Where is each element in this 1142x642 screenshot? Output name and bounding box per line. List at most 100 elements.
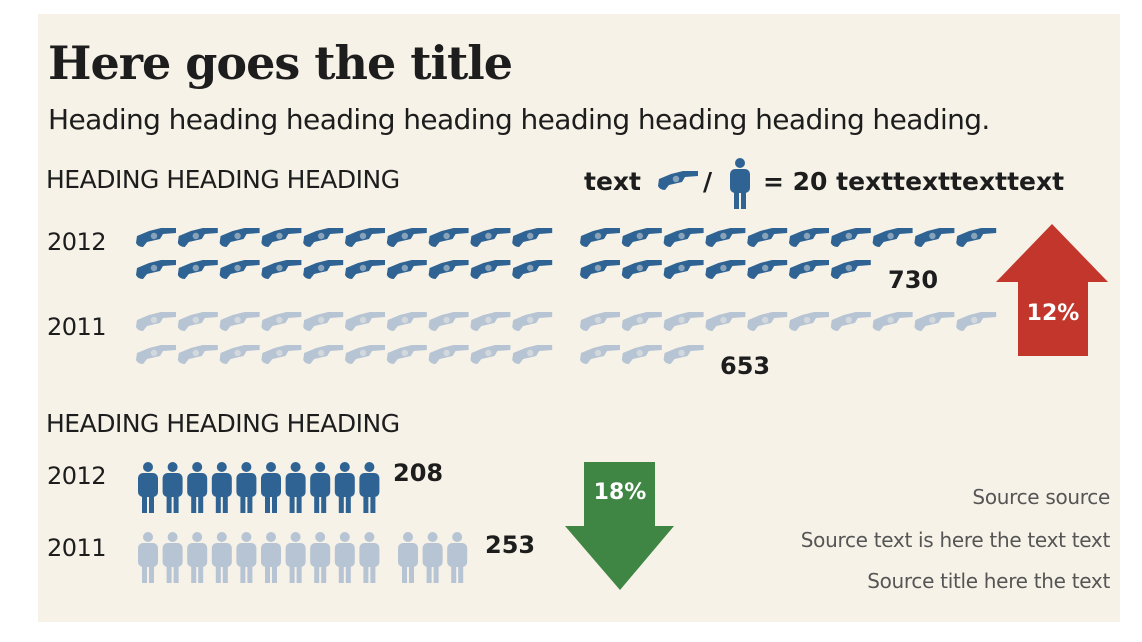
person-icon-2012 bbox=[211, 462, 232, 513]
person-icon-2012 bbox=[310, 462, 331, 513]
revolver-icon-2012 bbox=[830, 260, 871, 279]
revolver-icon-2011 bbox=[580, 345, 620, 364]
revolver-icon-2011 bbox=[705, 312, 746, 331]
person-icon-2011 bbox=[236, 532, 257, 583]
revolver-icon-2011 bbox=[621, 312, 662, 331]
revolver-icon-2012 bbox=[136, 260, 176, 279]
person-icon-2011 bbox=[187, 532, 208, 583]
revolver-icon-2012 bbox=[580, 228, 620, 247]
revolver-icon-2012 bbox=[789, 228, 829, 247]
revolver-icon-2012 bbox=[705, 260, 746, 279]
revolver-icon-2012 bbox=[219, 228, 260, 247]
person-icon-2012 bbox=[359, 462, 380, 513]
revolver-icon-2011 bbox=[872, 312, 913, 331]
revolver-icon-2011 bbox=[663, 345, 704, 364]
year-label-people-2011: 2011 bbox=[47, 534, 107, 562]
value-label-people-2012: 208 bbox=[393, 459, 444, 487]
revolver-icon-2012 bbox=[747, 228, 788, 247]
revolver-icon-2012 bbox=[621, 228, 662, 247]
person-icon-2011 bbox=[334, 532, 355, 583]
revolver-icon-2011 bbox=[219, 312, 260, 331]
revolver-icon-2012 bbox=[303, 228, 344, 247]
revolver-icon-2012 bbox=[956, 228, 997, 247]
revolver-icon-2011 bbox=[136, 345, 176, 364]
legend-separator: / bbox=[703, 167, 713, 196]
revolver-icon-2012 bbox=[470, 260, 511, 279]
revolver-icon-2011 bbox=[386, 345, 427, 364]
person-icon-2012 bbox=[138, 462, 158, 513]
revolver-icon-2012 bbox=[428, 260, 469, 279]
revolver-icon-2012 bbox=[830, 228, 871, 247]
person-icon-2012 bbox=[236, 462, 257, 513]
revolver-icon-2011 bbox=[177, 345, 218, 364]
legend-revolver-icon bbox=[658, 171, 698, 190]
revolver-icon-2011 bbox=[663, 312, 704, 331]
revolver-icon-2012 bbox=[177, 260, 218, 279]
revolver-icon-2012 bbox=[872, 228, 913, 247]
person-icon-2011 bbox=[359, 532, 380, 583]
revolver-icon-2012 bbox=[386, 260, 427, 279]
revolver-icon-2012 bbox=[663, 260, 704, 279]
legend-text: text bbox=[584, 167, 641, 196]
person-icon-2012 bbox=[285, 462, 306, 513]
person-icon-2012 bbox=[334, 462, 355, 513]
source-line-2: Source text is here the text text bbox=[800, 528, 1111, 552]
person-icon-2011 bbox=[261, 532, 281, 583]
revolver-icon-2012 bbox=[914, 228, 955, 247]
revolver-icon-2012 bbox=[512, 260, 553, 279]
revolver-icon-2011 bbox=[136, 312, 176, 331]
person-icon-2011 bbox=[310, 532, 331, 583]
revolver-icon-2012 bbox=[345, 228, 385, 247]
revolver-icon-2011 bbox=[345, 345, 385, 364]
year-label-guns-2012: 2012 bbox=[47, 228, 107, 256]
revolver-icon-2012 bbox=[470, 228, 511, 247]
revolver-icon-2012 bbox=[512, 228, 553, 247]
revolver-icon-2012 bbox=[345, 260, 385, 279]
section-heading-people: HEADING HEADING HEADING bbox=[46, 409, 400, 438]
change-label-people: 18% bbox=[594, 480, 647, 505]
revolver-icon-2011 bbox=[261, 312, 302, 331]
person-icon-2011 bbox=[285, 532, 306, 583]
chart-subtitle: Heading heading heading heading heading … bbox=[48, 103, 990, 136]
person-icon-2012 bbox=[261, 462, 281, 513]
person-icon-2012 bbox=[162, 462, 183, 513]
person-icon-2011 bbox=[422, 532, 443, 583]
revolver-icon-2012 bbox=[789, 260, 829, 279]
revolver-icon-2011 bbox=[386, 312, 427, 331]
revolver-icon-2012 bbox=[261, 228, 302, 247]
revolver-icon-2011 bbox=[747, 312, 788, 331]
legend-person-icon bbox=[730, 158, 750, 209]
chart-title: Here goes the title bbox=[48, 36, 513, 90]
year-label-people-2012: 2012 bbox=[47, 462, 107, 490]
revolver-icon-2012 bbox=[580, 260, 620, 279]
person-icon-2012 bbox=[187, 462, 208, 513]
decrease-arrow-icon bbox=[565, 462, 674, 590]
revolver-icon-2011 bbox=[789, 312, 829, 331]
revolver-icon-2011 bbox=[512, 345, 553, 364]
source-line-1: Source source bbox=[972, 485, 1110, 509]
revolver-icon-2011 bbox=[914, 312, 955, 331]
person-icon-2011 bbox=[162, 532, 183, 583]
increase-arrow-icon bbox=[996, 224, 1108, 356]
person-icon-2011 bbox=[447, 532, 468, 583]
revolver-icon-2011 bbox=[261, 345, 302, 364]
revolver-icon-2011 bbox=[219, 345, 260, 364]
revolver-icon-2011 bbox=[512, 312, 553, 331]
revolver-icon-2012 bbox=[386, 228, 427, 247]
value-label-people-2011: 253 bbox=[485, 531, 536, 559]
revolver-icon-2011 bbox=[428, 312, 469, 331]
revolver-icon-2011 bbox=[621, 345, 662, 364]
revolver-icon-2012 bbox=[428, 228, 469, 247]
revolver-icon-2011 bbox=[428, 345, 469, 364]
revolver-icon-2011 bbox=[177, 312, 218, 331]
revolver-icon-2011 bbox=[830, 312, 871, 331]
revolver-icon-2011 bbox=[345, 312, 385, 331]
change-label-guns: 12% bbox=[1027, 301, 1080, 326]
revolver-icon-2012 bbox=[177, 228, 218, 247]
revolver-icon-2011 bbox=[470, 312, 511, 331]
year-label-guns-2011: 2011 bbox=[47, 313, 107, 341]
revolver-icon-2012 bbox=[219, 260, 260, 279]
source-line-3: Source title here the text bbox=[867, 569, 1110, 593]
person-icon-2011 bbox=[398, 532, 418, 583]
